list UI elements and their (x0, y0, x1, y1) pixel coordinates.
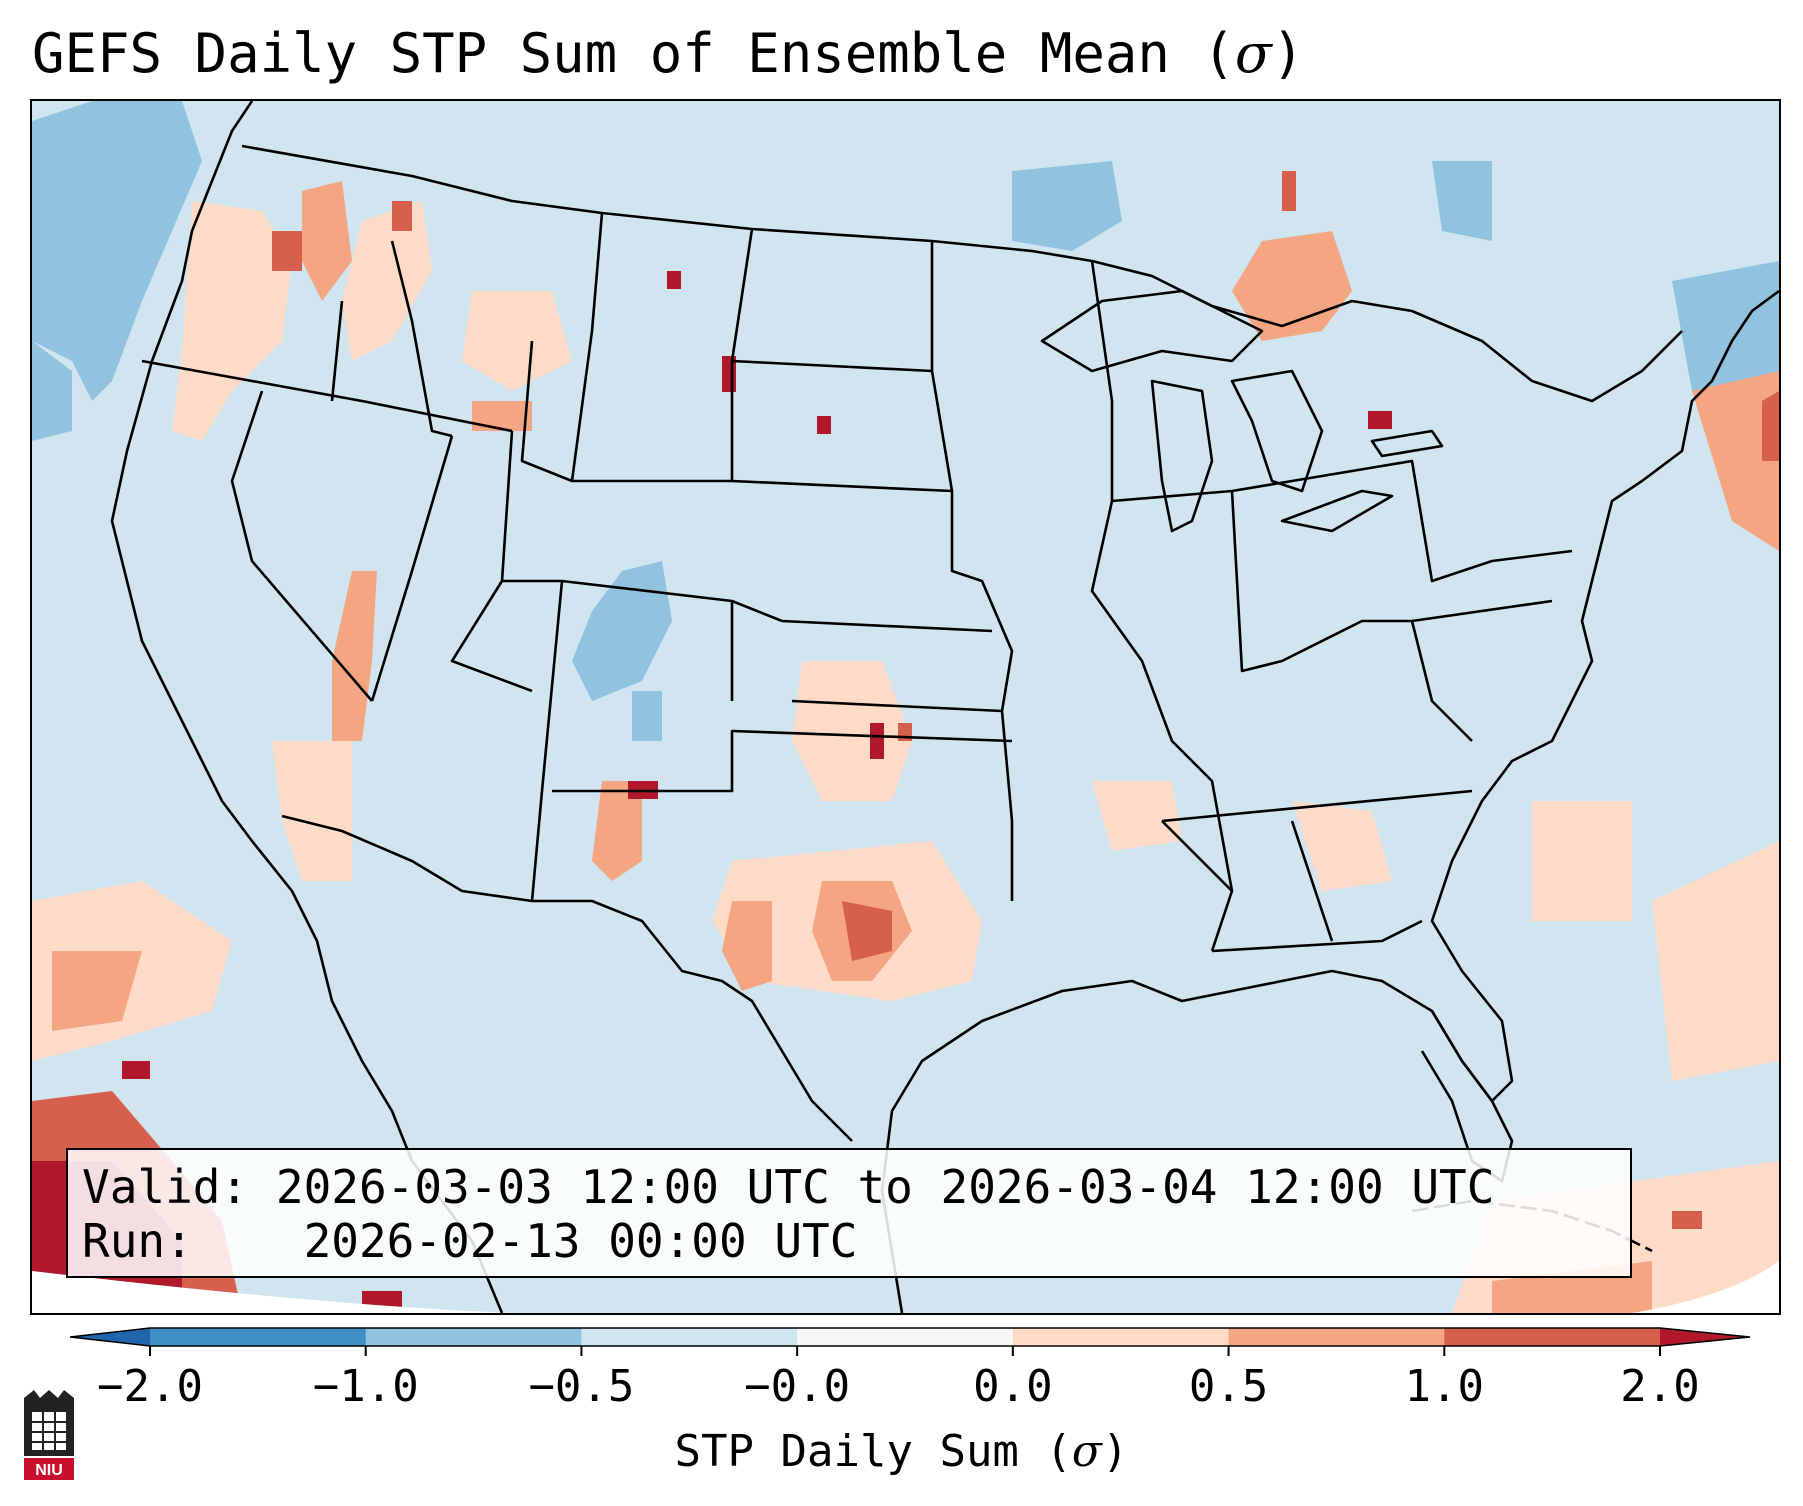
run-label: Run: (82, 1214, 193, 1268)
page-title: GEFS Daily STP Sum of Ensemble Mean (σ) (32, 22, 1305, 85)
stp-map (32, 101, 1779, 1313)
colorbar-segment-2 (581, 1328, 798, 1346)
cell-quebec-blue (1012, 161, 1122, 251)
cell-pacific-blue-2 (32, 341, 72, 441)
projection-edge-se (1632, 1261, 1779, 1313)
lake-erie (1280, 489, 1394, 533)
lake-ontario (1370, 429, 1444, 458)
map-panel (30, 99, 1781, 1315)
lake-huron (1230, 369, 1324, 493)
cell-atlantic-warm-3 (1692, 371, 1779, 551)
colorbar-under-extension (70, 1328, 150, 1346)
cell-pnw-warm-2 (302, 181, 352, 301)
lake-superior (1040, 289, 1264, 373)
colorbar-segment-1 (365, 1328, 582, 1346)
colorbar-tick-label: −1.0 (312, 1361, 419, 1412)
coastline-west (110, 101, 504, 1313)
cell-nm-warm (592, 781, 642, 881)
cell-ok-red (870, 723, 884, 759)
coastline-east (1570, 289, 1779, 702)
colorbar-label: STP Daily Sum (σ) (674, 1426, 1129, 1477)
colorbar-segment-0 (150, 1328, 367, 1346)
colorbar-segment-6 (1444, 1328, 1661, 1346)
map-lines (110, 101, 1779, 1313)
valid-value: 2026-03-03 12:00 UTC to 2026-03-04 12:00… (275, 1160, 1495, 1214)
cell-pnw-warm-3 (342, 201, 432, 361)
cell-nd-red (667, 271, 681, 289)
cell-tx-west (722, 901, 772, 991)
niu-logo-icon: NIU (24, 1390, 74, 1480)
cell-tx-core-2 (842, 901, 892, 961)
cell-ontario-red (1282, 171, 1296, 211)
colorbar-segment-5 (1228, 1328, 1445, 1346)
cell-baja-warm (272, 741, 352, 881)
cell-atlantic-warm-2 (1652, 841, 1779, 1081)
run-value: 2026-02-13 00:00 UTC (303, 1214, 858, 1268)
state-lines-west (141, 212, 1014, 902)
cell-idaho-warm (462, 291, 572, 391)
cell-ne-blue (1672, 261, 1779, 401)
lake-michigan (1150, 379, 1214, 533)
cell-pnw-warm-4 (392, 201, 412, 231)
cell-se-warm (1092, 781, 1182, 851)
border-mexico (281, 814, 853, 1142)
cell-pacific-red-3 (122, 1061, 150, 1079)
colorbar-tick-label: −0.0 (744, 1361, 851, 1412)
colorbar-segment-4 (1012, 1328, 1230, 1346)
colorbar (69, 1327, 1751, 1356)
cell-caribbean-red (1672, 1211, 1702, 1229)
valid-run-info-box: Valid: 2026-03-03 12:00 UTC to 2026-03-0… (66, 1148, 1632, 1278)
colorbar-segment-3 (797, 1328, 1014, 1346)
colorbar-tick-label: 0.0 (973, 1361, 1053, 1412)
cell-colorado-blue-2 (632, 691, 662, 741)
logo-text: NIU (35, 1462, 63, 1479)
coastline-gulf (880, 700, 1574, 1313)
cell-colorado-blue (572, 561, 672, 701)
colorbar-tick-label: 1.0 (1404, 1361, 1485, 1412)
colorbar-tick-label: −2.0 (97, 1361, 203, 1412)
cell-pnw-warm-1 (172, 201, 292, 441)
cell-idaho-warm-2 (472, 401, 532, 431)
colorbar-tick-label: 2.0 (1620, 1361, 1700, 1412)
cell-sd-red-2 (817, 416, 831, 434)
projection-edge-sw (32, 1271, 512, 1313)
cell-quebec-blue-2 (1432, 161, 1492, 241)
colorbar-over-extension (1660, 1328, 1750, 1346)
valid-label: Valid: (82, 1160, 249, 1214)
colorbar-tick-label: 0.5 (1188, 1361, 1269, 1412)
cell-ok-warm (792, 661, 912, 801)
cell-pnw-warm-5 (272, 231, 302, 271)
cell-lake-ontario-red (1368, 411, 1392, 429)
cell-atlantic-red (1762, 391, 1779, 461)
cell-pacific-sw-warm-2 (52, 951, 142, 1031)
state-lines-east (930, 260, 1573, 953)
cell-se-warm-2 (1292, 801, 1392, 891)
colorbar-tick-label: −0.5 (528, 1361, 635, 1412)
cell-atlantic-warm-1 (1532, 801, 1632, 921)
cell-sw-strip (332, 571, 377, 741)
cell-pacific-blue-1 (32, 101, 202, 401)
cell-ontario-warm (1232, 231, 1352, 341)
